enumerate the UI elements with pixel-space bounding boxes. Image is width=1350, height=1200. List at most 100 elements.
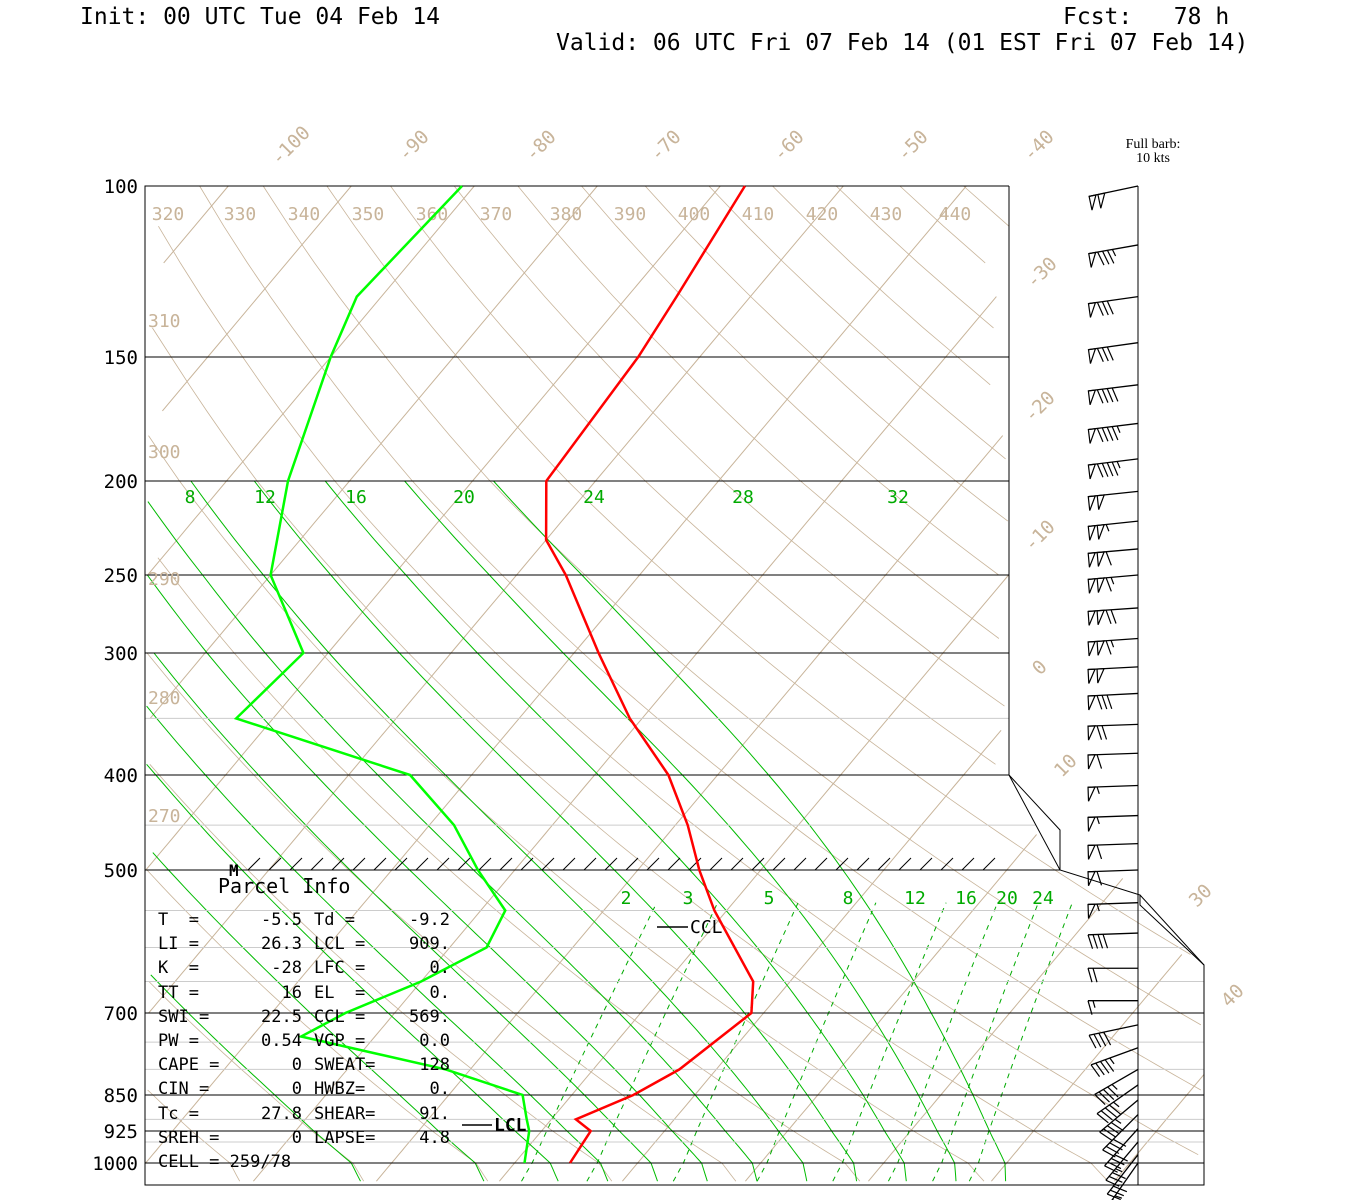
frame-step (1008, 774, 1061, 870)
mixing-ratio-label-lower: 12 (904, 888, 926, 909)
barb-full (1096, 1113, 1109, 1124)
freezing-hatch (835, 857, 849, 871)
barb-shaft (1088, 784, 1139, 788)
wind-barb (1087, 967, 1138, 983)
pressure-label-925: 925 (104, 1121, 138, 1143)
barb-half (1096, 816, 1100, 825)
lcl-label: LCL (494, 1115, 527, 1136)
parcel-l2: VGP = (314, 1031, 366, 1051)
freezing-hatch (772, 857, 786, 871)
parcel-l2: LCL = (314, 934, 366, 955)
barb-flag (1087, 725, 1096, 741)
theta-label: 430 (870, 204, 903, 225)
isotherm-label: -30 (1022, 253, 1062, 293)
level-markers: LCL CCL M (229, 861, 723, 1136)
dry-adiabat-line (517, 185, 1000, 639)
freezing-hatch (730, 857, 744, 871)
barb-flag (1087, 347, 1097, 364)
barb-full (1103, 1128, 1116, 1138)
barb-full (1111, 461, 1119, 476)
isotherm-label: -80 (521, 126, 561, 166)
barb-shaft (1088, 490, 1139, 498)
barb-full (1111, 426, 1119, 441)
parcel-l1: T = (158, 910, 199, 930)
barb-full (1090, 1064, 1101, 1077)
parcel-v2: -9.2 (409, 910, 450, 930)
barb-legend-line2: 10 kts (1136, 151, 1170, 166)
isotherm-label: -70 (646, 126, 686, 166)
barb-full (1096, 463, 1104, 478)
m-marker: M (229, 861, 239, 880)
barb-full (1105, 577, 1112, 592)
barb-flag (1087, 389, 1097, 406)
barb-half (1111, 249, 1117, 257)
wind-barb (1087, 490, 1139, 511)
mixing-ratio-label-lower: 8 (843, 888, 854, 909)
barb-full (1104, 1059, 1115, 1072)
freezing-hatch (856, 857, 870, 871)
barb-full (1096, 844, 1103, 860)
barb-shaft (1088, 1024, 1139, 1036)
theta-label-left: 290 (148, 569, 181, 590)
dry-adiabat-line (899, 185, 986, 264)
barb-shaft (1088, 607, 1139, 613)
barb-shaft (1088, 384, 1139, 392)
barb-full (1107, 1161, 1122, 1170)
parcel-l2: HWBZ= (314, 1079, 366, 1100)
moist-adiabats (146, 480, 1007, 1182)
barb-full (1101, 695, 1108, 710)
moist-adiabat-line (152, 852, 485, 1182)
barb-full (1102, 1088, 1115, 1100)
barb-full (1106, 250, 1115, 264)
wind-barb (1088, 185, 1139, 211)
barb-flag (1087, 495, 1097, 511)
barb-full (1105, 609, 1112, 625)
freezing-hatch (478, 857, 492, 871)
init-time: Init: 00 UTC Tue 04 Feb 14 (80, 4, 441, 30)
barb-flag (1096, 524, 1106, 540)
mixing-ratio-label-lower: 24 (1032, 888, 1054, 909)
barb-flag (1096, 640, 1106, 656)
barb-full (1101, 388, 1109, 403)
barb-full (1106, 300, 1114, 315)
wind-barbs (1087, 185, 1139, 1200)
mixing-ratio-label: 20 (453, 487, 475, 508)
barb-half (1116, 425, 1121, 433)
mixing-ratio-line (672, 902, 799, 1182)
parcel-l1: CIN = (158, 1079, 210, 1100)
wind-barb (1096, 1084, 1139, 1124)
dry-adiabat-line (262, 185, 1202, 1026)
moist-adiabat-line (146, 705, 609, 1182)
wind-barb (1087, 458, 1139, 480)
barb-full (1099, 1131, 1113, 1141)
dry-adiabat-line (708, 185, 1006, 460)
barb-legend-line1: Full barb: (1125, 137, 1181, 152)
barb-full (1088, 1035, 1097, 1049)
barb-flag (1087, 552, 1097, 568)
freezing-hatch (520, 857, 534, 871)
moist-adiabat-line (150, 974, 361, 1182)
freezing-hatch (709, 857, 723, 871)
mixing-ratio-lines (521, 902, 1073, 1182)
moist-adiabat-line (147, 501, 758, 1182)
moist-adiabat-line (146, 763, 559, 1182)
barb-shaft (1088, 296, 1139, 305)
mixing-ratio-label: 12 (254, 487, 276, 508)
barb-shaft (1088, 814, 1139, 818)
wind-barb (1087, 574, 1139, 594)
wind-barb (1087, 422, 1139, 444)
barb-full (1096, 302, 1104, 316)
barb-half (1109, 1057, 1115, 1065)
parcel-v1: 0 (291, 1079, 302, 1100)
barb-full (1106, 426, 1114, 441)
freezing-hatch (268, 857, 282, 871)
barb-flag (1087, 578, 1097, 594)
mixing-ratio-line (832, 902, 947, 1182)
freezing-hatch (646, 857, 660, 871)
pressure-label-400: 400 (104, 765, 138, 787)
parcel-v2: 909. (409, 934, 450, 955)
freezing-hatch (814, 857, 828, 871)
barb-half (1092, 1000, 1096, 1008)
barb-full (1106, 694, 1113, 710)
wind-barb (1087, 607, 1139, 626)
